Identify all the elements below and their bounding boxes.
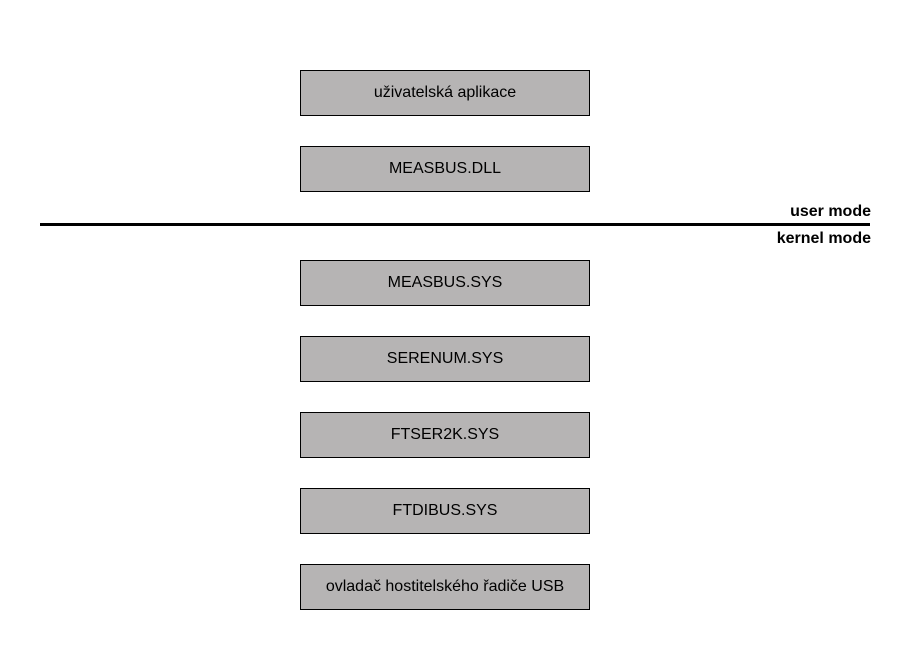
layer-box-2: MEASBUS.SYS (300, 260, 590, 306)
user-mode-label: user mode (790, 203, 871, 221)
layer-box-4: FTSER2K.SYS (300, 412, 590, 458)
layer-box-1: MEASBUS.DLL (300, 146, 590, 192)
layer-box-6: ovladač hostitelského řadiče USB (300, 564, 590, 610)
layer-box-0: uživatelská aplikace (300, 70, 590, 116)
layer-label: SERENUM.SYS (387, 350, 503, 368)
kernel-mode-label: kernel mode (777, 230, 871, 248)
layer-label: FTDIBUS.SYS (393, 502, 498, 520)
layer-box-3: SERENUM.SYS (300, 336, 590, 382)
layer-label: MEASBUS.SYS (388, 274, 503, 292)
diagram-container: uživatelská aplikace MEASBUS.DLL user mo… (0, 0, 913, 662)
layer-label: ovladač hostitelského řadiče USB (326, 578, 564, 596)
layer-label: uživatelská aplikace (374, 84, 516, 102)
layer-box-5: FTDIBUS.SYS (300, 488, 590, 534)
mode-divider (40, 223, 870, 226)
layer-label: MEASBUS.DLL (389, 160, 501, 178)
layer-label: FTSER2K.SYS (391, 426, 499, 444)
